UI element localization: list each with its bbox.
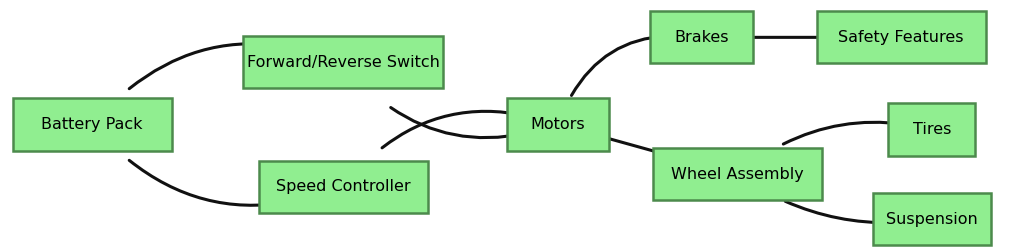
Text: Suspension: Suspension	[886, 212, 978, 227]
FancyBboxPatch shape	[507, 98, 609, 151]
Text: Forward/Reverse Switch: Forward/Reverse Switch	[247, 55, 439, 70]
FancyArrowPatch shape	[391, 108, 525, 141]
FancyBboxPatch shape	[244, 36, 442, 88]
FancyArrowPatch shape	[129, 160, 288, 210]
Text: Brakes: Brakes	[674, 30, 729, 45]
Text: Safety Features: Safety Features	[839, 30, 964, 45]
FancyArrowPatch shape	[589, 133, 682, 164]
FancyArrowPatch shape	[785, 201, 893, 230]
Text: Tires: Tires	[912, 122, 951, 137]
Text: Wheel Assembly: Wheel Assembly	[671, 167, 804, 182]
FancyBboxPatch shape	[889, 103, 975, 156]
Text: Battery Pack: Battery Pack	[41, 117, 143, 132]
FancyBboxPatch shape	[258, 161, 428, 213]
Text: Motors: Motors	[530, 117, 586, 132]
FancyBboxPatch shape	[12, 98, 172, 151]
FancyArrowPatch shape	[733, 31, 844, 44]
FancyBboxPatch shape	[650, 11, 753, 63]
FancyBboxPatch shape	[817, 11, 985, 63]
FancyArrowPatch shape	[571, 29, 668, 95]
FancyArrowPatch shape	[783, 117, 903, 144]
FancyArrowPatch shape	[382, 108, 525, 148]
FancyArrowPatch shape	[129, 38, 278, 89]
FancyBboxPatch shape	[872, 193, 991, 245]
FancyBboxPatch shape	[653, 148, 821, 200]
Text: Speed Controller: Speed Controller	[275, 179, 411, 194]
